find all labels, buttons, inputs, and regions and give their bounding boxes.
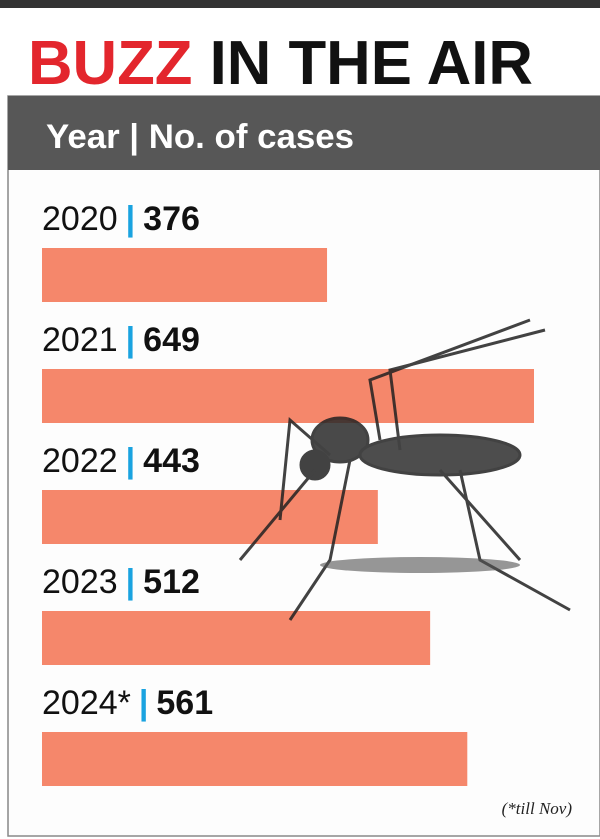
mosquito-illustration <box>238 318 571 621</box>
bar <box>42 732 468 786</box>
separator: | <box>126 563 136 601</box>
separator: | <box>126 442 136 480</box>
value-label: 443 <box>143 442 200 480</box>
title-rest: IN THE AIR <box>210 29 533 98</box>
bar-label: 2024* | 561 <box>42 684 213 722</box>
value-label: 649 <box>143 321 200 359</box>
category-label: 2022 <box>42 442 118 480</box>
bar-label: 2021 | 649 <box>42 321 200 359</box>
category-label: 2024* <box>42 684 131 722</box>
bar-label: 2023 | 512 <box>42 563 200 601</box>
bar <box>42 611 431 665</box>
bar <box>42 490 378 544</box>
value-label: 512 <box>143 563 200 601</box>
header-band <box>8 96 600 170</box>
chart-title: BUZZ IN THE AIR <box>28 29 533 98</box>
top-rule <box>0 0 600 8</box>
category-label: 2021 <box>42 321 118 359</box>
bar-label: 2020 | 376 <box>42 200 200 238</box>
bar <box>42 369 534 423</box>
separator: | <box>126 321 136 359</box>
value-label: 376 <box>143 200 200 238</box>
category-label: 2020 <box>42 200 118 238</box>
category-label: 2023 <box>42 563 118 601</box>
separator: | <box>139 684 149 722</box>
title-highlight: BUZZ <box>28 29 192 98</box>
bar <box>42 248 328 302</box>
separator: | <box>126 200 136 238</box>
value-label: 561 <box>156 684 213 722</box>
bar-label: 2022 | 443 <box>42 442 200 480</box>
header: Year | No. of cases <box>46 118 354 156</box>
footnote: (*till Nov) <box>502 799 573 818</box>
